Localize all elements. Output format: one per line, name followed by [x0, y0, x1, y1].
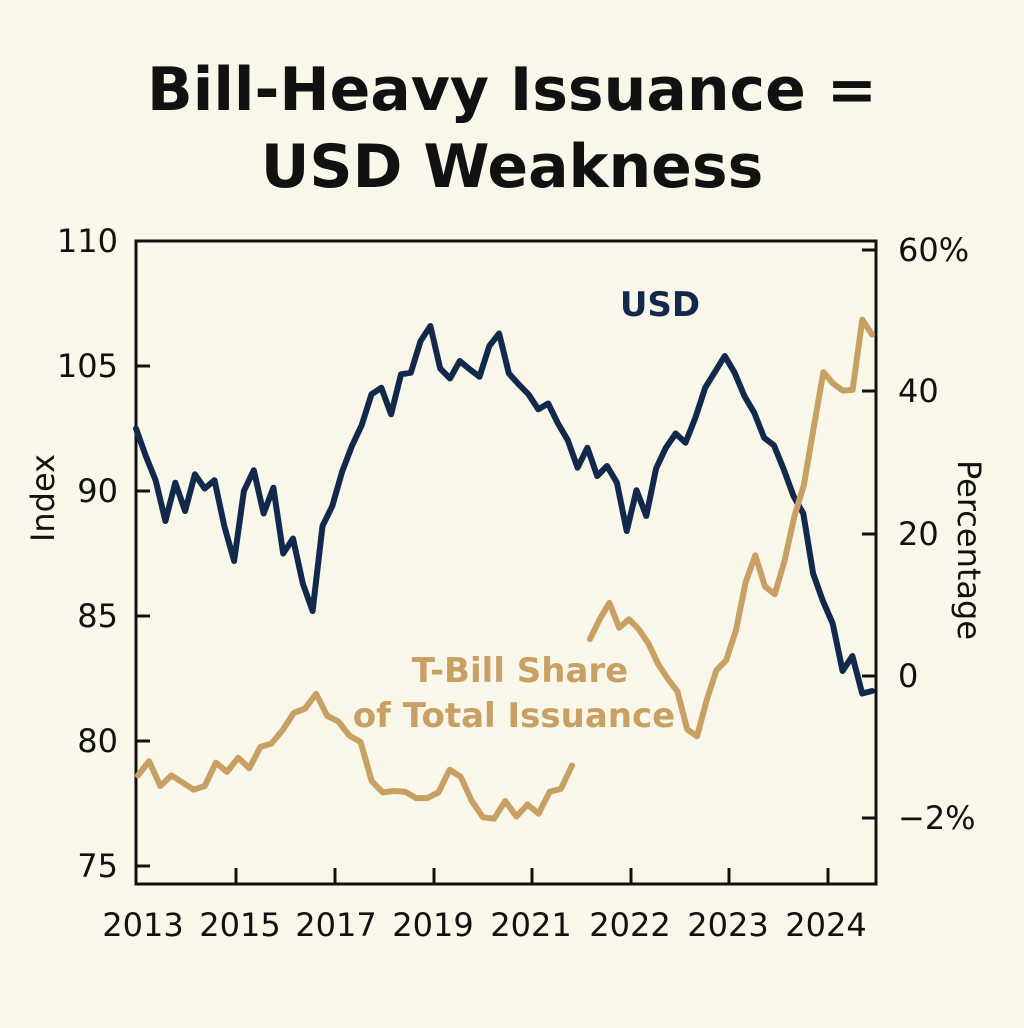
right-axis-label: Percentage — [950, 460, 988, 640]
left-tick-label: 85 — [77, 597, 118, 635]
chart-title-line-2: USD Weakness — [261, 132, 764, 202]
x-tick-label: 2013 — [102, 906, 183, 944]
right-tick-label: 60% — [898, 231, 969, 269]
right-tick-label: −2% — [898, 799, 976, 837]
x-tick-label: 2022 — [589, 906, 670, 944]
left-axis: 110 105 90 85 80 75 — [57, 222, 150, 885]
usd-series-label: USD — [620, 285, 700, 325]
left-axis-label: Index — [24, 454, 62, 542]
x-tick-label: 2019 — [392, 906, 473, 944]
series-layer — [133, 316, 875, 822]
right-axis: 60% 40 20 0 −2% — [862, 231, 976, 837]
x-axis: 2013 2015 2017 2019 2021 2022 2023 2024 — [102, 868, 867, 944]
x-tick-label: 2017 — [295, 906, 376, 944]
chart-title-line-1: Bill-Heavy Issuance = — [147, 55, 877, 125]
plot-frame — [134, 239, 878, 886]
tbill-series-line — [587, 316, 875, 740]
x-tick-label: 2015 — [199, 906, 280, 944]
tbill-series-label-line-2: of Total Issuance — [353, 696, 675, 736]
left-tick-label: 90 — [77, 472, 118, 510]
x-tick-label: 2023 — [687, 906, 768, 944]
tbill-series-line — [135, 690, 575, 822]
right-tick-label: 40 — [898, 372, 939, 410]
left-tick-label: 80 — [77, 722, 118, 760]
right-tick-label: 20 — [898, 515, 939, 553]
left-tick-label: 110 — [57, 222, 118, 260]
x-tick-label: 2024 — [785, 906, 866, 944]
x-tick-label: 2021 — [490, 906, 571, 944]
left-tick-label: 75 — [77, 847, 118, 885]
right-tick-label: 0 — [898, 657, 918, 695]
left-tick-label: 105 — [57, 347, 118, 385]
tbill-series-label-line-1: T-Bill Share — [412, 651, 628, 691]
usd-series-line — [133, 323, 875, 697]
